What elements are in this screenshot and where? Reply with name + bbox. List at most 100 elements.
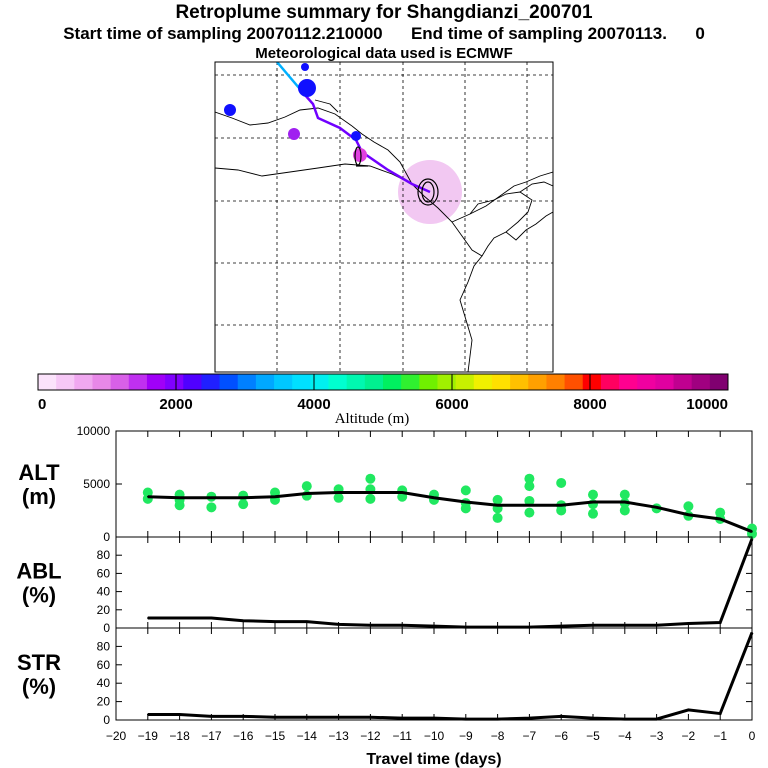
colorbar-cell [455,374,475,390]
series-point [242,496,244,499]
series-point [147,495,149,498]
x-tick-label: −2 [682,729,696,743]
y-tick-label: 5000 [83,477,110,491]
y-axis-label: ALT [18,460,60,485]
series-point [178,713,181,716]
plume-marker [351,131,361,141]
panel-frame-str [115,627,753,721]
series-point [560,715,562,718]
colorbar-cell [201,374,221,390]
altitude-scatter-point [492,512,503,523]
y-tick-label: 20 [97,603,111,617]
altitude-scatter-point [460,485,471,496]
altitude-scatter-point [174,500,185,511]
series-point [306,620,308,623]
colorbar-cell [292,374,311,390]
colorbar-ticks: 0 2000 4000 6000 8000 10000 [37,374,729,413]
colorbar-cell [437,374,457,390]
colorbar-tick-label: 10000 [686,396,728,413]
altitude-scatter-point [619,505,630,516]
y-axis-label: STR [17,650,61,675]
colorbar-cell [619,374,638,390]
colorbar-cell [473,374,493,390]
colorbar-cell [310,374,330,390]
series-point [465,501,467,503]
series-point [210,496,213,499]
colorbar-cell [582,374,602,390]
y-tick-label: 20 [97,695,111,709]
colorbar-cell [691,374,711,390]
colorbar-cell [637,374,656,390]
y-axis-label: ABL [16,559,61,584]
x-tick-label: −6 [554,729,568,743]
x-tick-label: −9 [459,729,473,743]
colorbar-cell [546,374,566,390]
colorbar-cell [183,374,202,390]
colorbar-cell [237,374,257,390]
x-tick-label: 0 [749,729,756,743]
series-point [560,625,562,627]
series-point [274,716,276,719]
chart-title: Retroplume summary for Shangdianzi_20070… [175,2,593,23]
plume-marker [298,79,316,97]
colorbar-tick-label: 4000 [297,396,330,413]
series-point [655,624,658,627]
plume-marker [224,104,236,116]
series-point [528,717,531,719]
series-point [306,716,308,719]
series-point [687,622,690,625]
series-line-alt [147,490,753,534]
series-point [433,625,435,627]
y-tick-label: 60 [97,566,111,580]
series-point [242,619,244,622]
altitude-scatter-point [524,495,535,506]
colorbar-cell [346,374,366,390]
colorbar-cell [364,374,384,390]
colorbar-cell [146,374,166,390]
x-tick-label: −17 [201,729,222,743]
series-line-abl [147,538,754,629]
panel-frame-alt [115,430,753,538]
x-tick-label: −19 [138,729,159,743]
colorbar-cell [38,374,57,390]
y-tick-label: 0 [103,530,110,544]
x-tick-label: −16 [233,729,254,743]
x-tick-label: −14 [297,729,318,743]
series-point [719,518,721,520]
colorbar-cell [510,374,529,390]
x-axis-label: Travel time (days) [366,751,501,768]
altitude-scatter-point [492,494,503,505]
series-point [751,538,753,540]
colorbar-cell [655,374,675,390]
series-point [465,718,467,720]
series-point [210,715,213,718]
plume-marker [288,128,300,140]
altitude-scatter-point [142,487,153,498]
altitude-scatter-point [683,501,694,512]
colorbar-cell [600,374,620,390]
colorbar-cell [110,374,130,390]
altitude-scatter-point [588,489,598,500]
series-point [337,623,340,626]
series-point [655,506,658,509]
series-point [687,709,690,711]
series-point [751,631,753,634]
time-series-panels: 1000050000ALT(m)806040200ABL(%)806040200… [16,424,757,768]
series-point [433,496,435,499]
series-point [306,492,308,495]
x-tick-label: −12 [360,729,381,743]
x-tick-label: −13 [328,729,349,743]
series-point [592,501,594,503]
altitude-scatter-point [524,481,535,492]
y-tick-label: 80 [97,548,111,562]
colorbar-cell [165,374,184,390]
altitude-scatter-point [333,492,344,503]
colorbar-label: Altitude (m) [335,411,410,427]
series-point [592,717,594,719]
altitude-scatter-point [460,503,471,514]
series-point [465,626,467,628]
altitude-scatter-point [206,502,217,513]
altitude-scatter-point [301,481,312,492]
series-point [210,617,213,619]
